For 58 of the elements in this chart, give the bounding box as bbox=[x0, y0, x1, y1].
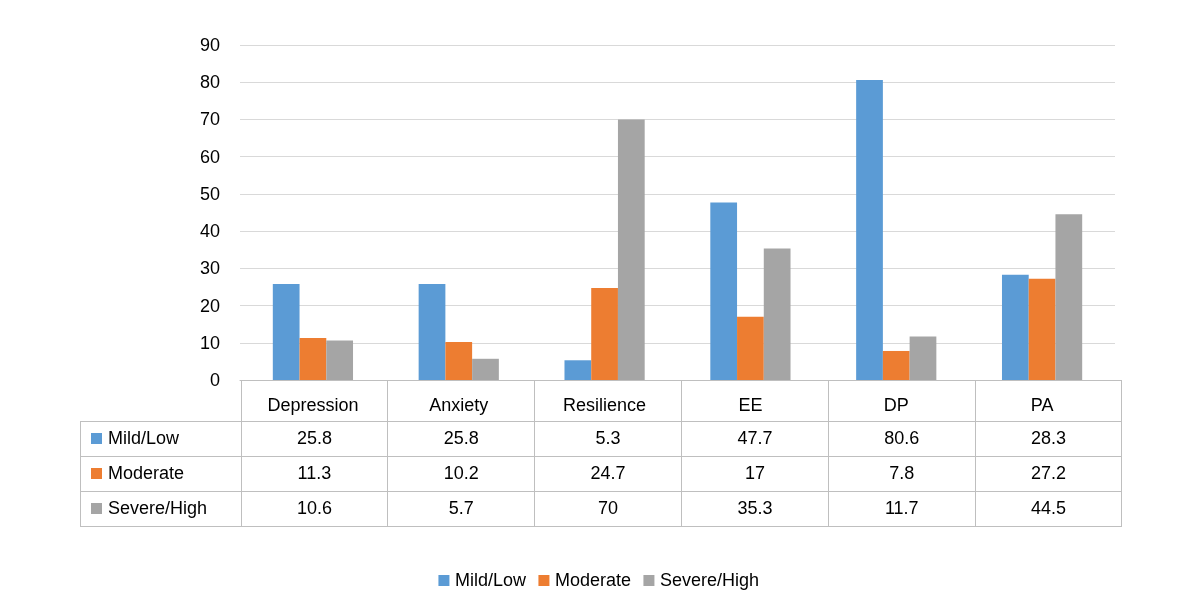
data-label: 10.2 bbox=[387, 456, 535, 491]
data-label: 47.7 bbox=[681, 421, 829, 456]
y-tick-label: 70 bbox=[199, 109, 220, 130]
bar bbox=[326, 340, 354, 380]
x-tick-label: Resilience bbox=[563, 395, 647, 415]
y-tick-label: 50 bbox=[199, 183, 220, 204]
y-tick-label: 40 bbox=[199, 221, 220, 242]
data-label: 17 bbox=[681, 456, 829, 491]
x-tick-label: PA bbox=[1030, 395, 1054, 415]
y-tick-label: 20 bbox=[199, 295, 220, 316]
bar bbox=[909, 336, 937, 380]
bar bbox=[617, 119, 645, 380]
legend-label: Moderate bbox=[80, 456, 241, 491]
x-tick-label: DP bbox=[883, 395, 909, 415]
data-label: 11.7 bbox=[828, 491, 976, 526]
bar bbox=[418, 283, 446, 380]
data-label: 7.8 bbox=[828, 456, 976, 491]
bar bbox=[472, 358, 499, 380]
text: Moderate bbox=[554, 570, 632, 590]
text: Mild/Low bbox=[454, 570, 526, 590]
y-tick-label: 30 bbox=[199, 258, 220, 279]
data-label: 44.5 bbox=[975, 491, 1122, 526]
legend-label: Severe/High bbox=[80, 491, 241, 526]
data-label: 27.2 bbox=[975, 456, 1122, 491]
data-label: 11.3 bbox=[241, 456, 388, 491]
legend-label: Mild/Low bbox=[80, 421, 241, 456]
data-label: 5.3 bbox=[534, 421, 682, 456]
data-label: 25.8 bbox=[387, 421, 535, 456]
data-label: 28.3 bbox=[975, 421, 1122, 456]
data-label: 25.8 bbox=[241, 421, 388, 456]
bar bbox=[272, 283, 300, 380]
x-tick-label: EE bbox=[738, 395, 763, 415]
y-tick-label: 60 bbox=[199, 146, 220, 167]
bar bbox=[856, 79, 883, 380]
bar bbox=[591, 288, 618, 380]
y-tick-label: 90 bbox=[199, 35, 220, 55]
text: Severe/High bbox=[660, 570, 760, 590]
bar bbox=[1001, 274, 1029, 380]
data-label: 70 bbox=[534, 491, 682, 526]
bar bbox=[445, 342, 473, 380]
x-tick-label: Depression bbox=[267, 395, 359, 415]
data-label: 10.6 bbox=[241, 491, 388, 526]
data-label: 24.7 bbox=[534, 456, 682, 491]
y-tick-label: 80 bbox=[199, 72, 220, 93]
data-label: 80.6 bbox=[828, 421, 976, 456]
y-tick-label: 10 bbox=[199, 332, 220, 353]
bar bbox=[1028, 278, 1056, 380]
bar bbox=[763, 248, 791, 380]
bar bbox=[564, 360, 592, 380]
bar bbox=[737, 316, 764, 380]
bar bbox=[710, 202, 738, 380]
bar bbox=[299, 337, 327, 380]
data-label: 35.3 bbox=[681, 491, 829, 526]
bar bbox=[1055, 214, 1083, 380]
y-tick-label: 0 bbox=[209, 370, 220, 390]
data-label: 5.7 bbox=[387, 491, 535, 526]
bar bbox=[882, 350, 910, 380]
x-tick-label: Anxiety bbox=[429, 395, 489, 415]
